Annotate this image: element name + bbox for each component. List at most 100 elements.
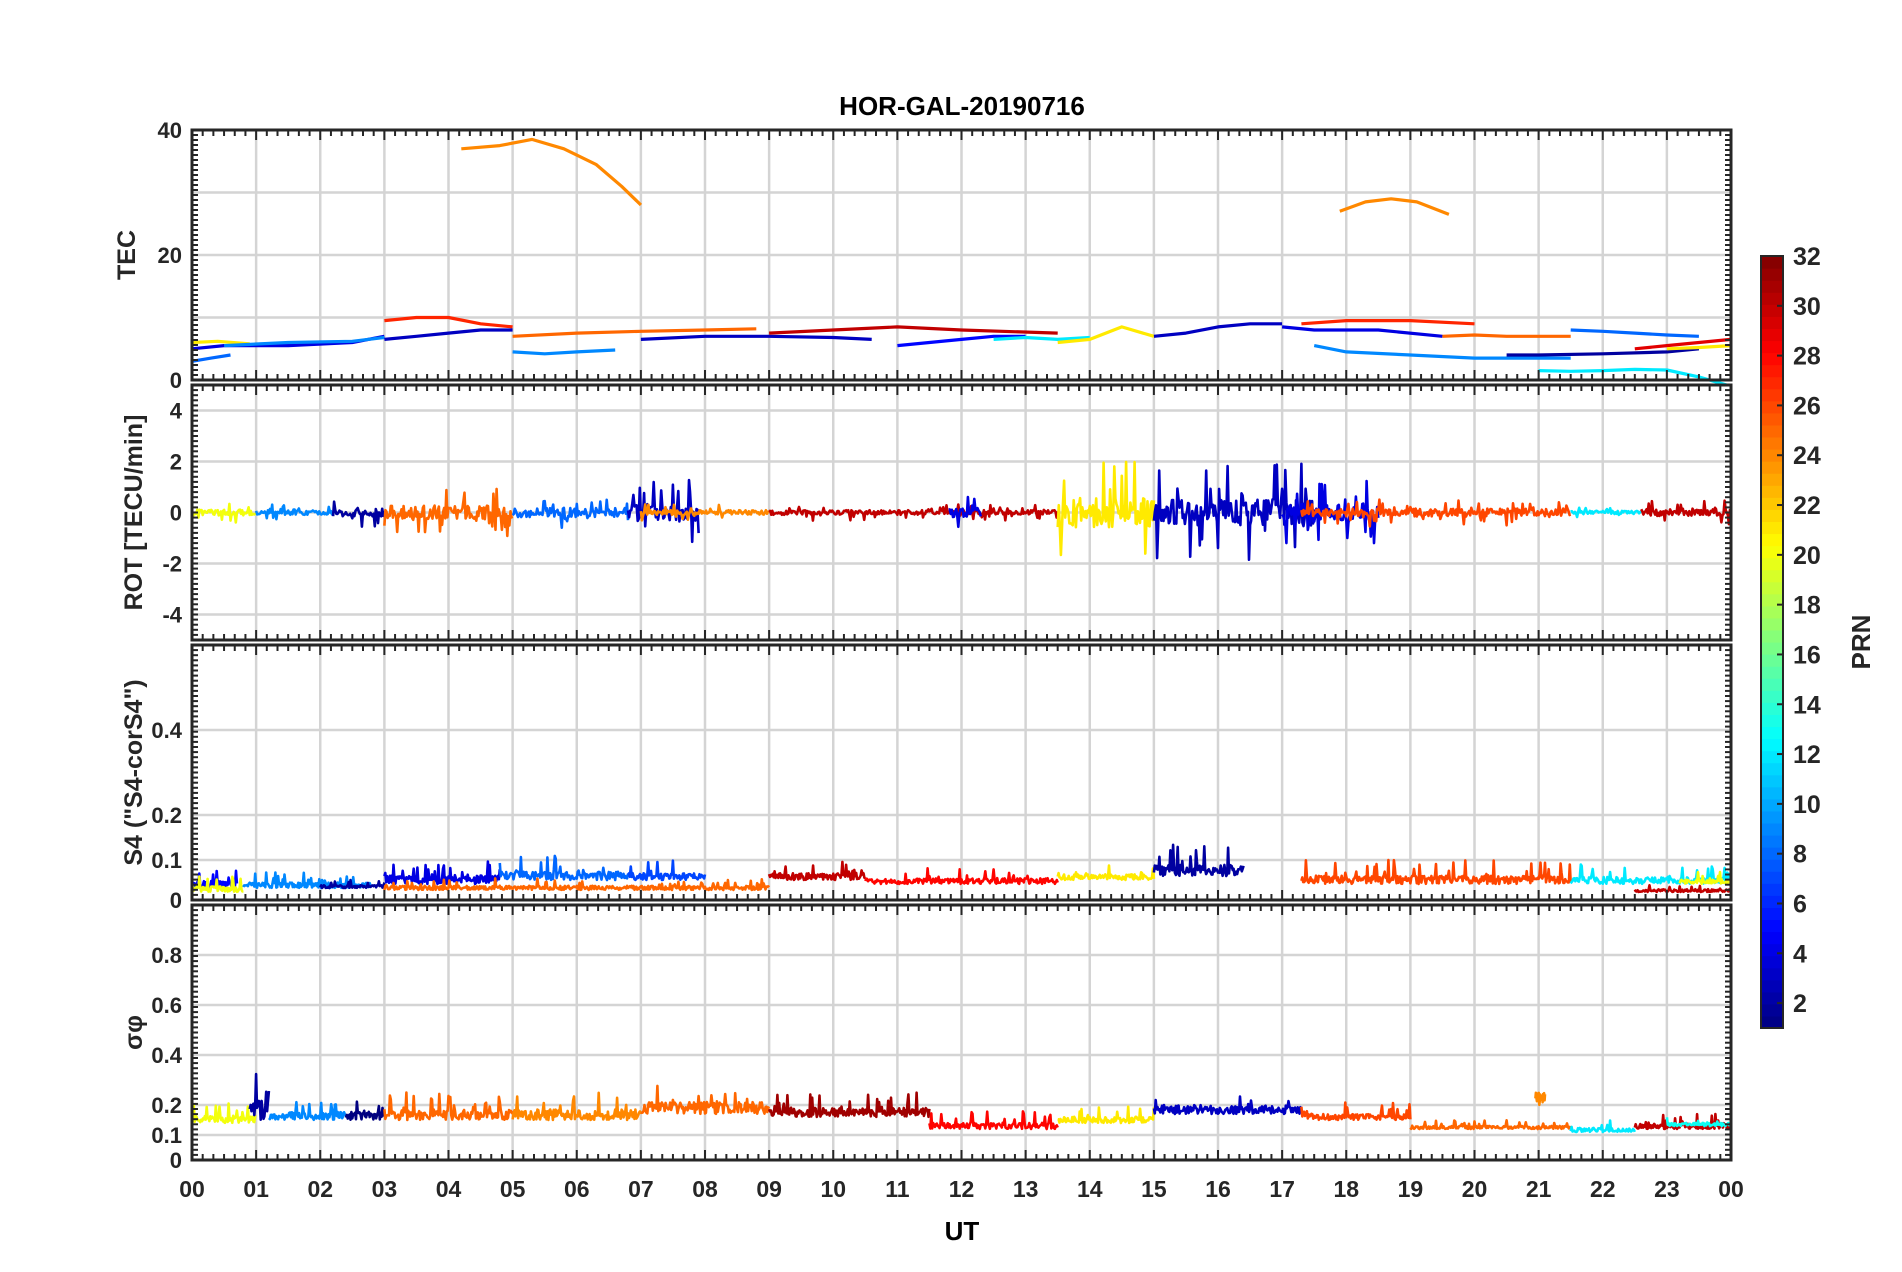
colorbar-segment <box>1761 364 1783 378</box>
colorbar-segment <box>1761 388 1783 402</box>
colorbar-segment <box>1761 931 1783 945</box>
series-prn-4 <box>383 860 502 886</box>
series-prn-24 <box>1339 197 1450 216</box>
series-prn-4 <box>1281 325 1443 338</box>
colorbar-tick-label: 10 <box>1793 791 1821 819</box>
x-tick-label: 17 <box>1269 1176 1295 1202</box>
colorbar-segment <box>1761 617 1783 631</box>
colorbar-segment <box>1761 666 1783 679</box>
colorbar-segment <box>1761 955 1783 969</box>
colorbar-segment <box>1761 738 1783 752</box>
colorbar-segment <box>1761 436 1783 450</box>
series-prn-3 <box>1152 1095 1303 1116</box>
colorbar-segment <box>1761 521 1783 535</box>
colorbar-segment <box>1761 497 1783 510</box>
x-tick-label: 04 <box>436 1176 462 1202</box>
colorbar-segment <box>1761 316 1783 329</box>
series-prn-20 <box>190 502 257 524</box>
x-tick-label: 11 <box>885 1176 910 1202</box>
series-prn-12 <box>1570 506 1643 519</box>
series-prn-26 <box>1300 1101 1412 1122</box>
series-prn-8 <box>1570 328 1699 338</box>
colorbar-segment <box>1761 810 1783 824</box>
series-prn-2 <box>248 1072 271 1121</box>
series-prn-8 <box>191 353 231 363</box>
colorbar-segment <box>1761 919 1783 933</box>
series-prn-30 <box>768 503 1059 522</box>
y-tick-label: 0.1 <box>151 848 182 873</box>
series-prn-24 <box>639 503 770 522</box>
series-prn-25 <box>1442 333 1571 338</box>
series-prn-26 <box>1300 858 1572 886</box>
colorbar-segment <box>1761 786 1783 800</box>
series-prn-27 <box>1301 319 1475 326</box>
x-tick-label: 03 <box>372 1176 398 1202</box>
colorbar-segment <box>1761 629 1783 643</box>
x-tick-label: 13 <box>1013 1176 1039 1202</box>
x-tick-label: 02 <box>307 1176 333 1202</box>
series-prn-8 <box>511 498 630 530</box>
colorbar-segment <box>1761 449 1783 462</box>
x-tick-label: 23 <box>1654 1176 1680 1202</box>
x-tick-label: 20 <box>1462 1176 1488 1202</box>
series-prn-2 <box>1506 347 1700 357</box>
colorbar-segment <box>1761 943 1783 957</box>
colorbar-segment <box>1761 967 1783 981</box>
series-prn-4 <box>1281 479 1380 545</box>
plot-frame <box>190 643 1733 902</box>
colorbar-segment <box>1761 702 1783 715</box>
y-tick-label: 0 <box>170 1148 182 1173</box>
series-prn-30 <box>767 860 867 882</box>
colorbar-segment <box>1761 352 1783 366</box>
colorbar-tick-label: 4 <box>1793 940 1807 968</box>
colorbar-segment <box>1761 907 1783 921</box>
colorbar-segment <box>1761 485 1783 498</box>
colorbar-tick-label: 12 <box>1793 741 1821 769</box>
x-tick-label: 06 <box>564 1176 590 1202</box>
colorbar-segment <box>1761 304 1783 317</box>
y-tick-label: 0.2 <box>151 803 182 828</box>
y-tick-label: 4 <box>170 399 183 424</box>
y-tick-label: 20 <box>158 243 182 268</box>
colorbar-segment <box>1761 280 1783 293</box>
colorbar-segment <box>1761 256 1783 269</box>
colorbar-segment <box>1761 1003 1783 1017</box>
colorbar-tick-label: 14 <box>1793 691 1821 719</box>
y-tick-label: 0.4 <box>151 1043 182 1068</box>
panel-tec: 0 20 40 TEC <box>113 118 1733 393</box>
colorbar-segment <box>1761 642 1783 655</box>
series-prn-25 <box>383 487 514 538</box>
plot-frame <box>190 128 1733 382</box>
y-tick-label: 40 <box>158 118 182 143</box>
series-prn-30 <box>1633 883 1732 894</box>
series-prn-25 <box>1409 1119 1572 1131</box>
series-prn-9 <box>1313 344 1571 360</box>
series-prn-12 <box>1569 1119 1636 1134</box>
colorbar-segment <box>1761 593 1783 607</box>
colorbar-segment <box>1761 895 1783 908</box>
x-tick-label: 08 <box>692 1176 718 1202</box>
series-prn-29 <box>1634 337 1732 351</box>
colorbar-segment <box>1761 847 1783 860</box>
x-tick-label: 16 <box>1205 1176 1231 1202</box>
series-prn-9 <box>254 503 334 521</box>
colorbar-tick-label: 26 <box>1793 392 1821 420</box>
colorbar-segment <box>1761 412 1783 426</box>
series-prn-5 <box>897 334 1026 348</box>
colorbar-segment <box>1761 581 1783 595</box>
colorbar-segment <box>1761 883 1783 896</box>
x-tick-label: 15 <box>1141 1176 1167 1202</box>
series-prn-24 <box>1534 1091 1547 1107</box>
colorbar-segment <box>1761 424 1783 438</box>
y-tick-label: 0.2 <box>151 1093 182 1118</box>
series-prn-25 <box>512 327 757 338</box>
series-prn-8 <box>498 854 630 882</box>
x-tick-label: 19 <box>1398 1176 1424 1202</box>
x-tick-label: 00 <box>1718 1176 1744 1202</box>
y-axis-label-sigma: σφ <box>120 1015 148 1050</box>
series-prn-20 <box>190 875 244 894</box>
y-tick-label: 0 <box>170 888 182 913</box>
colorbar-segment <box>1761 605 1783 619</box>
colorbar-frame <box>1760 255 1784 1029</box>
series-prn-26 <box>1300 498 1572 528</box>
